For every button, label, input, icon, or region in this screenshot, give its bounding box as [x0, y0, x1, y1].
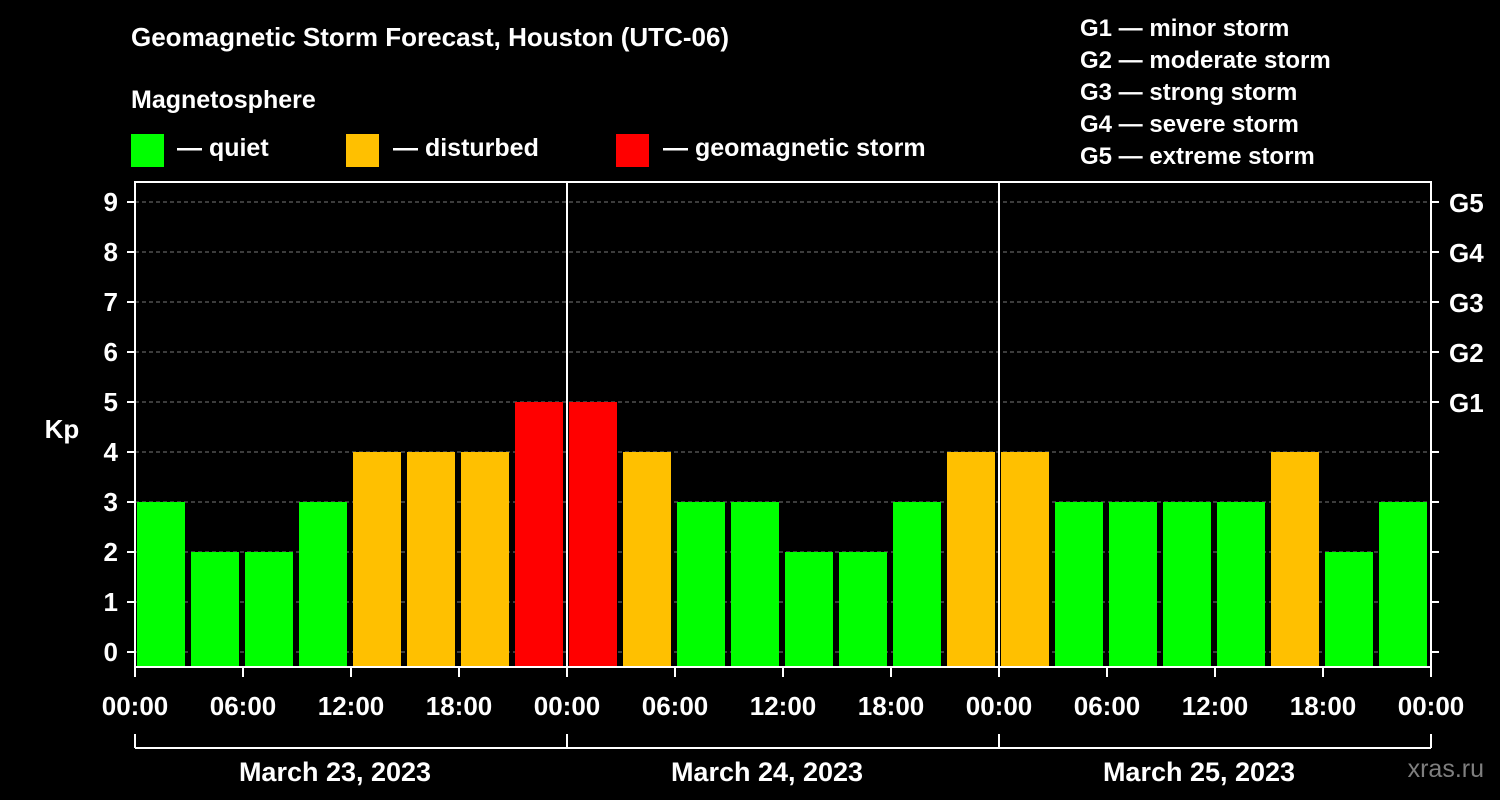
kp-bar	[785, 552, 833, 667]
kp-bar	[893, 502, 941, 667]
x-tick-label: 00:00	[966, 691, 1033, 721]
kp-bar	[407, 452, 455, 667]
kp-bar	[839, 552, 887, 667]
x-tick-label: 18:00	[1290, 691, 1357, 721]
quiet-swatch	[131, 134, 164, 167]
day-label: March 25, 2023	[1103, 757, 1295, 787]
x-tick-label: 06:00	[210, 691, 277, 721]
day-label: March 24, 2023	[671, 757, 863, 787]
y-tick-label: 2	[104, 537, 118, 567]
chart-title: Geomagnetic Storm Forecast, Houston (UTC…	[131, 22, 730, 52]
storm-level-g4: G4 — severe storm	[1080, 111, 1299, 138]
kp-bar	[245, 552, 293, 667]
kp-bar	[947, 452, 995, 667]
x-tick-label: 12:00	[318, 691, 385, 721]
day-label: March 23, 2023	[239, 757, 431, 787]
x-tick-label: 18:00	[426, 691, 493, 721]
storm-level-tick-label: G1	[1449, 388, 1484, 418]
storm-swatch	[616, 134, 649, 167]
storm-level-tick-label: G4	[1449, 238, 1484, 268]
y-tick-label: 4	[104, 437, 119, 467]
y-tick-label: 6	[104, 337, 118, 367]
kp-bar	[623, 452, 671, 667]
x-tick-label: 00:00	[1398, 691, 1465, 721]
kp-bar	[731, 502, 779, 667]
kp-bar	[1163, 502, 1211, 667]
kp-bar	[137, 502, 185, 667]
legend-label-disturbed: — disturbed	[393, 134, 539, 162]
kp-bar	[1217, 502, 1265, 667]
storm-level-g5: G5 — extreme storm	[1080, 143, 1315, 170]
x-tick-label: 06:00	[642, 691, 709, 721]
kp-bar	[191, 552, 239, 667]
storm-level-g3: G3 — strong storm	[1080, 79, 1298, 106]
x-tick-label: 00:00	[534, 691, 601, 721]
storm-level-g2: G2 — moderate storm	[1080, 47, 1331, 74]
kp-bar	[569, 402, 617, 667]
legend-label-storm: — geomagnetic storm	[663, 134, 926, 162]
y-axis-label: Kp	[45, 414, 80, 444]
x-tick-label: 12:00	[1182, 691, 1249, 721]
kp-bar	[299, 502, 347, 667]
kp-bar	[1379, 502, 1427, 667]
y-tick-label: 9	[104, 187, 118, 217]
kp-bar	[1055, 502, 1103, 667]
storm-level-tick-label: G2	[1449, 338, 1484, 368]
storm-level-tick-label: G5	[1449, 188, 1484, 218]
x-tick-label: 12:00	[750, 691, 817, 721]
y-tick-label: 1	[104, 587, 118, 617]
x-tick-label: 06:00	[1074, 691, 1141, 721]
legend-heading: Magnetosphere	[131, 86, 316, 114]
kp-bar	[515, 402, 563, 667]
x-tick-label: 00:00	[102, 691, 169, 721]
kp-bar	[677, 502, 725, 667]
y-tick-label: 5	[104, 387, 118, 417]
kp-bar	[1271, 452, 1319, 667]
y-tick-label: 3	[104, 487, 118, 517]
y-tick-label: 0	[104, 637, 118, 667]
y-tick-label: 8	[104, 237, 118, 267]
y-tick-label: 7	[104, 287, 118, 317]
kp-bar	[1109, 502, 1157, 667]
storm-level-g1: G1 — minor storm	[1080, 15, 1290, 42]
kp-bar	[1001, 452, 1049, 667]
kp-bar	[461, 452, 509, 667]
watermark: xras.ru	[1407, 755, 1484, 783]
disturbed-swatch	[346, 134, 379, 167]
storm-level-tick-label: G3	[1449, 288, 1484, 318]
legend-label-quiet: — quiet	[177, 134, 269, 162]
kp-bar	[353, 452, 401, 667]
kp-bar	[1325, 552, 1373, 667]
x-tick-label: 18:00	[858, 691, 925, 721]
